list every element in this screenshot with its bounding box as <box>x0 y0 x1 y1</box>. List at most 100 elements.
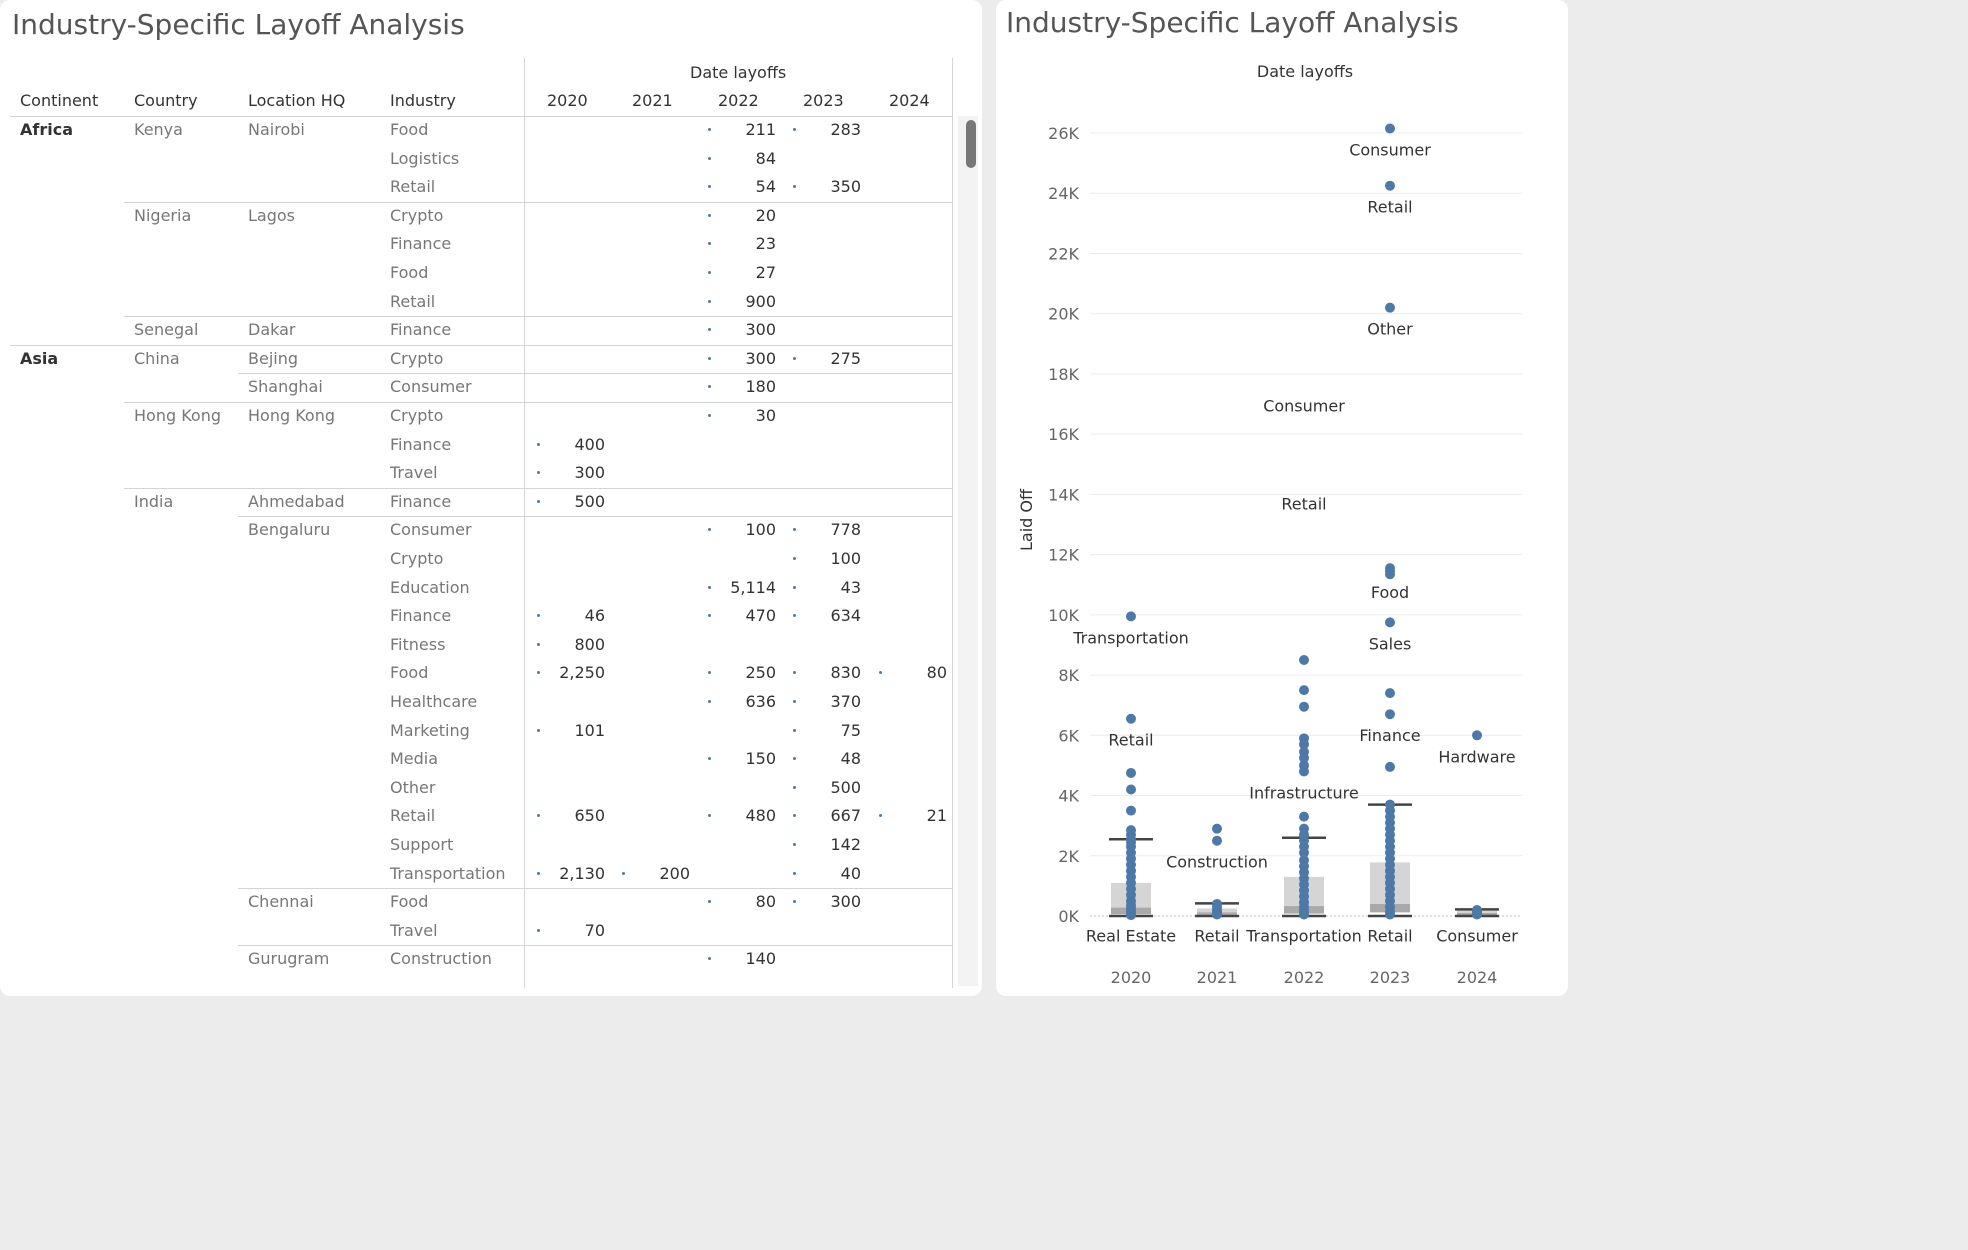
location-label: Bejing <box>248 348 299 368</box>
value-mark <box>879 671 882 675</box>
year-header-2024: 2024 <box>889 91 930 110</box>
value-mark <box>708 614 711 618</box>
year-header-2023: 2023 <box>803 91 844 110</box>
value-cell: 180 <box>745 377 776 397</box>
value-mark <box>793 700 796 703</box>
industry-label: Finance <box>390 234 452 254</box>
y-tick-label: 8K <box>1058 666 1079 685</box>
value-cell: 46 <box>584 606 605 626</box>
value-mark <box>537 642 540 646</box>
point-annotation: Sales <box>1369 634 1412 653</box>
value-cell: 21 <box>926 806 947 826</box>
y-tick-label: 26K <box>1048 124 1079 143</box>
location-label: Lagos <box>248 205 295 225</box>
value-cell: 54 <box>755 177 776 197</box>
value-cell: 20 <box>755 205 776 225</box>
value-mark <box>708 414 711 417</box>
year-header-2021: 2021 <box>632 91 673 110</box>
industry-label: Crypto <box>390 348 444 368</box>
data-point <box>1472 730 1482 741</box>
scrollbar-thumb[interactable] <box>966 120 976 168</box>
value-mark <box>793 843 796 846</box>
location-label: Bengaluru <box>248 520 331 540</box>
value-mark <box>793 900 796 904</box>
row-group-divider <box>124 316 952 318</box>
y-tick-label: 22K <box>1048 244 1079 263</box>
value-mark <box>537 928 540 932</box>
point-annotation: Consumer <box>1349 140 1431 159</box>
continent-header: Continent <box>20 91 99 110</box>
value-cell: 80 <box>755 892 776 912</box>
industry-label: Transportation <box>390 863 506 883</box>
value-mark <box>708 757 711 761</box>
point-annotation: Consumer <box>1436 926 1518 945</box>
point-annotation: Retail <box>1367 198 1412 217</box>
x-tick-label: 2022 <box>1284 968 1325 987</box>
point-annotation: Retail <box>1367 926 1412 945</box>
value-mark <box>793 557 796 560</box>
industry-label: Education <box>390 577 470 597</box>
continent-label: Africa <box>20 120 73 139</box>
industry-label: Travel <box>390 920 438 940</box>
value-cell: 275 <box>830 348 861 368</box>
value-cell: 650 <box>574 806 605 826</box>
scrollbar-track[interactable] <box>958 116 978 986</box>
data-point <box>1385 123 1395 134</box>
value-mark <box>708 356 711 360</box>
value-mark <box>708 156 711 160</box>
country-label: India <box>134 491 174 511</box>
industry-label: Support <box>390 835 454 854</box>
value-mark <box>537 671 540 675</box>
value-cell: 900 <box>745 291 776 311</box>
x-tick-label: 2020 <box>1111 968 1152 987</box>
value-cell: 500 <box>830 777 861 797</box>
value-mark <box>793 728 796 732</box>
row-group-divider <box>10 344 952 346</box>
location-label: Chennai <box>248 892 314 912</box>
location-label: Hong Kong <box>248 406 335 425</box>
point-annotation: Real Estate <box>1086 926 1176 945</box>
data-point <box>1385 302 1395 313</box>
y-tick-label: 0K <box>1058 907 1079 926</box>
industry-label: Food <box>390 120 429 139</box>
value-cell: 150 <box>745 749 776 769</box>
industry-label: Finance <box>390 434 452 454</box>
industry-label: Media <box>390 749 439 769</box>
value-mark <box>708 585 711 589</box>
industry-label: Crypto <box>390 549 444 568</box>
x-tick-label: 2021 <box>1197 968 1238 987</box>
value-cell: 667 <box>830 806 861 826</box>
value-cell: 2,130 <box>559 863 605 883</box>
industry-label: Food <box>390 892 429 912</box>
value-cell: 500 <box>574 491 605 511</box>
point-annotation: Food <box>1371 583 1409 602</box>
point-annotation: Transportation <box>1072 628 1189 647</box>
industry-label: Logistics <box>390 148 460 168</box>
x-tick-label: 2024 <box>1457 968 1498 987</box>
industry-label: Travel <box>390 463 438 483</box>
industry-label: Food <box>390 263 429 282</box>
data-point <box>1212 823 1222 834</box>
value-mark <box>793 814 796 818</box>
y-tick-label: 12K <box>1048 546 1079 565</box>
value-cell: 5,114 <box>730 577 776 597</box>
value-cell: 300 <box>745 348 776 368</box>
value-mark <box>708 700 711 703</box>
row-group-divider <box>124 487 952 489</box>
point-annotation: Retail <box>1281 494 1326 513</box>
industry-label: Construction <box>390 949 492 969</box>
value-mark <box>708 185 711 189</box>
country-label: China <box>134 348 180 368</box>
value-mark <box>708 299 711 303</box>
value-cell: 142 <box>830 835 861 854</box>
value-mark <box>708 242 711 246</box>
value-mark <box>793 585 796 589</box>
data-point <box>1385 688 1395 699</box>
industry-label: Fitness <box>390 634 446 654</box>
industry-label: Retail <box>390 177 436 197</box>
crosstab-title: Industry-Specific Layoff Analysis <box>12 8 465 41</box>
value-cell: 48 <box>840 749 861 769</box>
country-label: Senegal <box>134 320 199 340</box>
industry-label: Consumer <box>390 377 472 397</box>
value-mark <box>708 213 711 217</box>
